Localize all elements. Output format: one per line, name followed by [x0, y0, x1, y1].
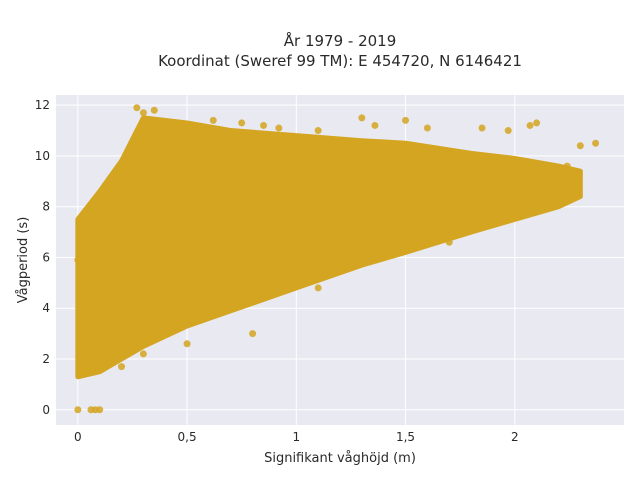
data-point — [150, 106, 158, 114]
data-point — [371, 121, 379, 129]
data-point — [576, 142, 584, 150]
data-point — [249, 330, 257, 338]
x-tick-label: 1,5 — [396, 430, 415, 444]
y-tick-label: 4 — [42, 301, 50, 315]
y-axis-title: Vågperiod (s) — [16, 217, 31, 304]
data-point — [183, 340, 191, 348]
data-point — [238, 119, 246, 127]
x-tick-label: 1 — [292, 430, 300, 444]
data-point — [170, 119, 178, 127]
data-point — [504, 127, 512, 135]
data-point — [445, 238, 453, 246]
data-point — [78, 368, 86, 376]
data-point — [118, 363, 126, 371]
chart-title-line-1: År 1979 - 2019 — [284, 31, 397, 50]
x-axis-ticks: 0 0,5 1 1,5 2 — [74, 430, 519, 444]
data-point — [209, 116, 217, 124]
data-point — [133, 104, 141, 112]
data-points — [74, 104, 600, 414]
x-tick-label: 0 — [74, 430, 82, 444]
data-point — [592, 139, 600, 147]
y-tick-label: 2 — [42, 352, 50, 366]
data-point — [314, 284, 322, 292]
data-point — [478, 124, 486, 132]
y-tick-label: 10 — [35, 149, 50, 163]
x-axis-title: Signifikant våghöjd (m) — [264, 451, 416, 466]
y-axis-ticks: 0 2 4 6 8 10 12 — [35, 98, 50, 417]
x-tick-label: 2 — [511, 430, 519, 444]
data-point — [96, 406, 104, 414]
data-point — [139, 350, 147, 358]
data-point — [358, 114, 366, 122]
data-point — [533, 119, 541, 127]
y-tick-label: 0 — [42, 403, 50, 417]
data-point — [526, 121, 534, 129]
data-point — [139, 109, 147, 117]
y-tick-label: 12 — [35, 98, 50, 112]
y-tick-label: 8 — [42, 200, 50, 214]
data-point — [314, 127, 322, 135]
data-point — [423, 124, 431, 132]
y-tick-label: 6 — [42, 250, 50, 264]
data-point — [74, 256, 82, 264]
chart-title-line-2: Koordinat (Sweref 99 TM): E 454720, N 61… — [158, 52, 522, 70]
data-point — [563, 162, 571, 170]
x-tick-label: 0,5 — [178, 430, 197, 444]
data-point — [275, 124, 283, 132]
data-point — [554, 167, 562, 175]
point-cloud — [75, 115, 583, 380]
data-point — [74, 406, 82, 414]
data-point — [260, 121, 268, 129]
data-point — [76, 342, 84, 350]
data-point — [402, 116, 410, 124]
